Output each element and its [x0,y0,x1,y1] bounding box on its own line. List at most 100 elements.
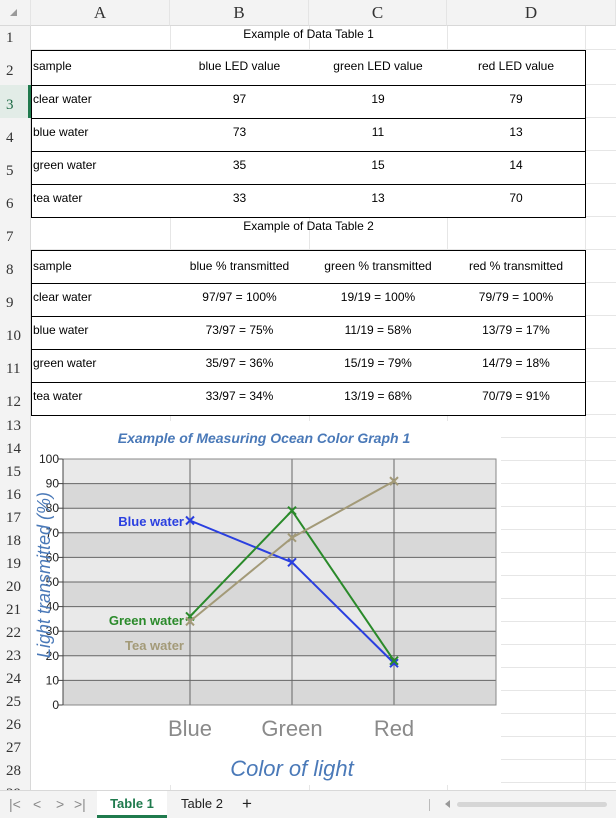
table2-cell[interactable]: 13/19 = 68% [309,382,448,416]
tab-table-2[interactable]: Table 2 [181,796,223,811]
row-header-19[interactable]: 19 [0,553,31,576]
table1-cell[interactable]: 11 [309,118,448,152]
row-header-28[interactable]: 28 [0,760,31,783]
plot-band [63,606,496,632]
ocean-color-chart[interactable]: 0 10 20 30 40 50 60 70 80 90 100 Blue water Green wa… [31,421,501,785]
table1-cell[interactable]: 73 [170,118,310,152]
row-header-5[interactable]: 5 [0,151,31,184]
column-header-b[interactable]: B [170,0,309,26]
next-sheet-icon[interactable]: > [56,796,65,812]
table1-header-cell[interactable]: red LED value [447,50,586,86]
table2-cell[interactable]: 13/79 = 17% [447,316,586,350]
row-header-1[interactable]: 1 [0,26,31,50]
scroll-left-icon[interactable] [445,800,450,808]
table1-cell[interactable]: 13 [447,118,586,152]
table2-cell[interactable]: 14/79 = 18% [447,349,586,383]
table2-cell[interactable]: 15/19 = 79% [309,349,448,383]
plot-band [63,557,496,582]
row-header-4[interactable]: 4 [0,118,31,151]
row-header-20[interactable]: 20 [0,576,31,599]
y-tick-label: 40 [46,600,60,614]
table2-cell[interactable]: 79/79 = 100% [447,283,586,317]
table2-cell[interactable]: 19/19 = 100% [309,283,448,317]
row-header-17[interactable]: 17 [0,507,31,530]
table2-cell[interactable]: 97/97 = 100% [170,283,310,317]
table1-header-cell[interactable]: green LED value [309,50,448,86]
table1-cell[interactable]: 13 [309,184,448,218]
column-header-d[interactable]: D [447,0,616,26]
table1-cell[interactable]: 97 [170,85,310,119]
row-header-11[interactable]: 11 [0,349,31,382]
table1-cell[interactable]: 19 [309,85,448,119]
tab-table-1[interactable]: Table 1 [97,791,167,818]
prev-sheet-icon[interactable]: < [33,796,42,812]
table1-cell[interactable]: clear water [31,85,171,119]
horizontal-scrollbar[interactable] [457,802,607,807]
row-header-9[interactable]: 9 [0,283,31,316]
data-point-marker [389,476,399,486]
data-point-marker [287,533,297,543]
table2-cell[interactable]: 73/97 = 75% [170,316,310,350]
plot-band [63,483,496,509]
last-sheet-icon[interactable]: >| [74,796,86,812]
table1-header-cell[interactable]: blue LED value [170,50,310,86]
row-header-26[interactable]: 26 [0,714,31,737]
grid-line [31,249,616,250]
table1-header-cell[interactable]: sample [31,50,171,86]
table2-cell[interactable]: 35/97 = 36% [170,349,310,383]
table1-cell[interactable]: 33 [170,184,310,218]
data-point-marker [185,515,195,526]
row-header-13[interactable]: 13 [0,415,31,438]
table1-cell[interactable]: tea water [31,184,171,218]
plot-band [63,582,496,607]
table2-cell[interactable]: 33/97 = 34% [170,382,310,416]
row-header-14[interactable]: 14 [0,438,31,461]
table1-cell[interactable]: green water [31,151,171,185]
row-header-23[interactable]: 23 [0,645,31,668]
row-header-12[interactable]: 12 [0,382,31,415]
series-label: Green water [109,613,184,628]
y-tick-label: 60 [46,550,60,564]
table2-cell[interactable]: green water [31,349,171,383]
plot-band [63,655,496,681]
add-sheet-button[interactable]: + [242,794,252,813]
row-header-15[interactable]: 15 [0,461,31,484]
row-header-18[interactable]: 18 [0,530,31,553]
table2-cell[interactable]: blue water [31,316,171,350]
row-header-16[interactable]: 16 [0,484,31,507]
x-axis-title: Color of light [230,756,354,781]
table2-header-cell[interactable]: blue % transmitted [170,250,310,284]
table2-header-cell[interactable]: red % transmitted [447,250,586,284]
row-header-21[interactable]: 21 [0,599,31,622]
first-sheet-icon[interactable]: |< [9,796,21,812]
table1-cell[interactable]: 35 [170,151,310,185]
table1-cell[interactable]: 14 [447,151,586,185]
row-header-8[interactable]: 8 [0,250,31,283]
column-header-c[interactable]: C [309,0,447,26]
x-tick-label: Red [374,716,414,741]
table1-cell[interactable]: 15 [309,151,448,185]
corner-select-all[interactable] [0,0,31,26]
table2-header-cell[interactable]: sample [31,250,171,284]
table2-cell[interactable]: tea water [31,382,171,416]
row-header-3[interactable]: 3 [0,85,31,118]
y-tick-label: 0 [52,698,59,712]
table2-cell[interactable]: clear water [31,283,171,317]
table1-cell[interactable]: blue water [31,118,171,152]
column-header-a[interactable]: A [31,0,170,26]
row-header-7[interactable]: 7 [0,217,31,250]
row-header-22[interactable]: 22 [0,622,31,645]
row-header-27[interactable]: 27 [0,737,31,760]
table1-cell[interactable]: 79 [447,85,586,119]
table2-header-cell[interactable]: green % transmitted [309,250,448,284]
y-axis-title: Light transmitted (%) [34,492,54,658]
row-header-6[interactable]: 6 [0,184,31,217]
row-header-25[interactable]: 25 [0,691,31,714]
table2-cell[interactable]: 70/79 = 91% [447,382,586,416]
row-header-24[interactable]: 24 [0,668,31,691]
plot-band [63,459,496,484]
row-header-2[interactable]: 2 [0,50,31,85]
row-header-10[interactable]: 10 [0,316,31,349]
table1-cell[interactable]: 70 [447,184,586,218]
table2-cell[interactable]: 11/19 = 58% [309,316,448,350]
